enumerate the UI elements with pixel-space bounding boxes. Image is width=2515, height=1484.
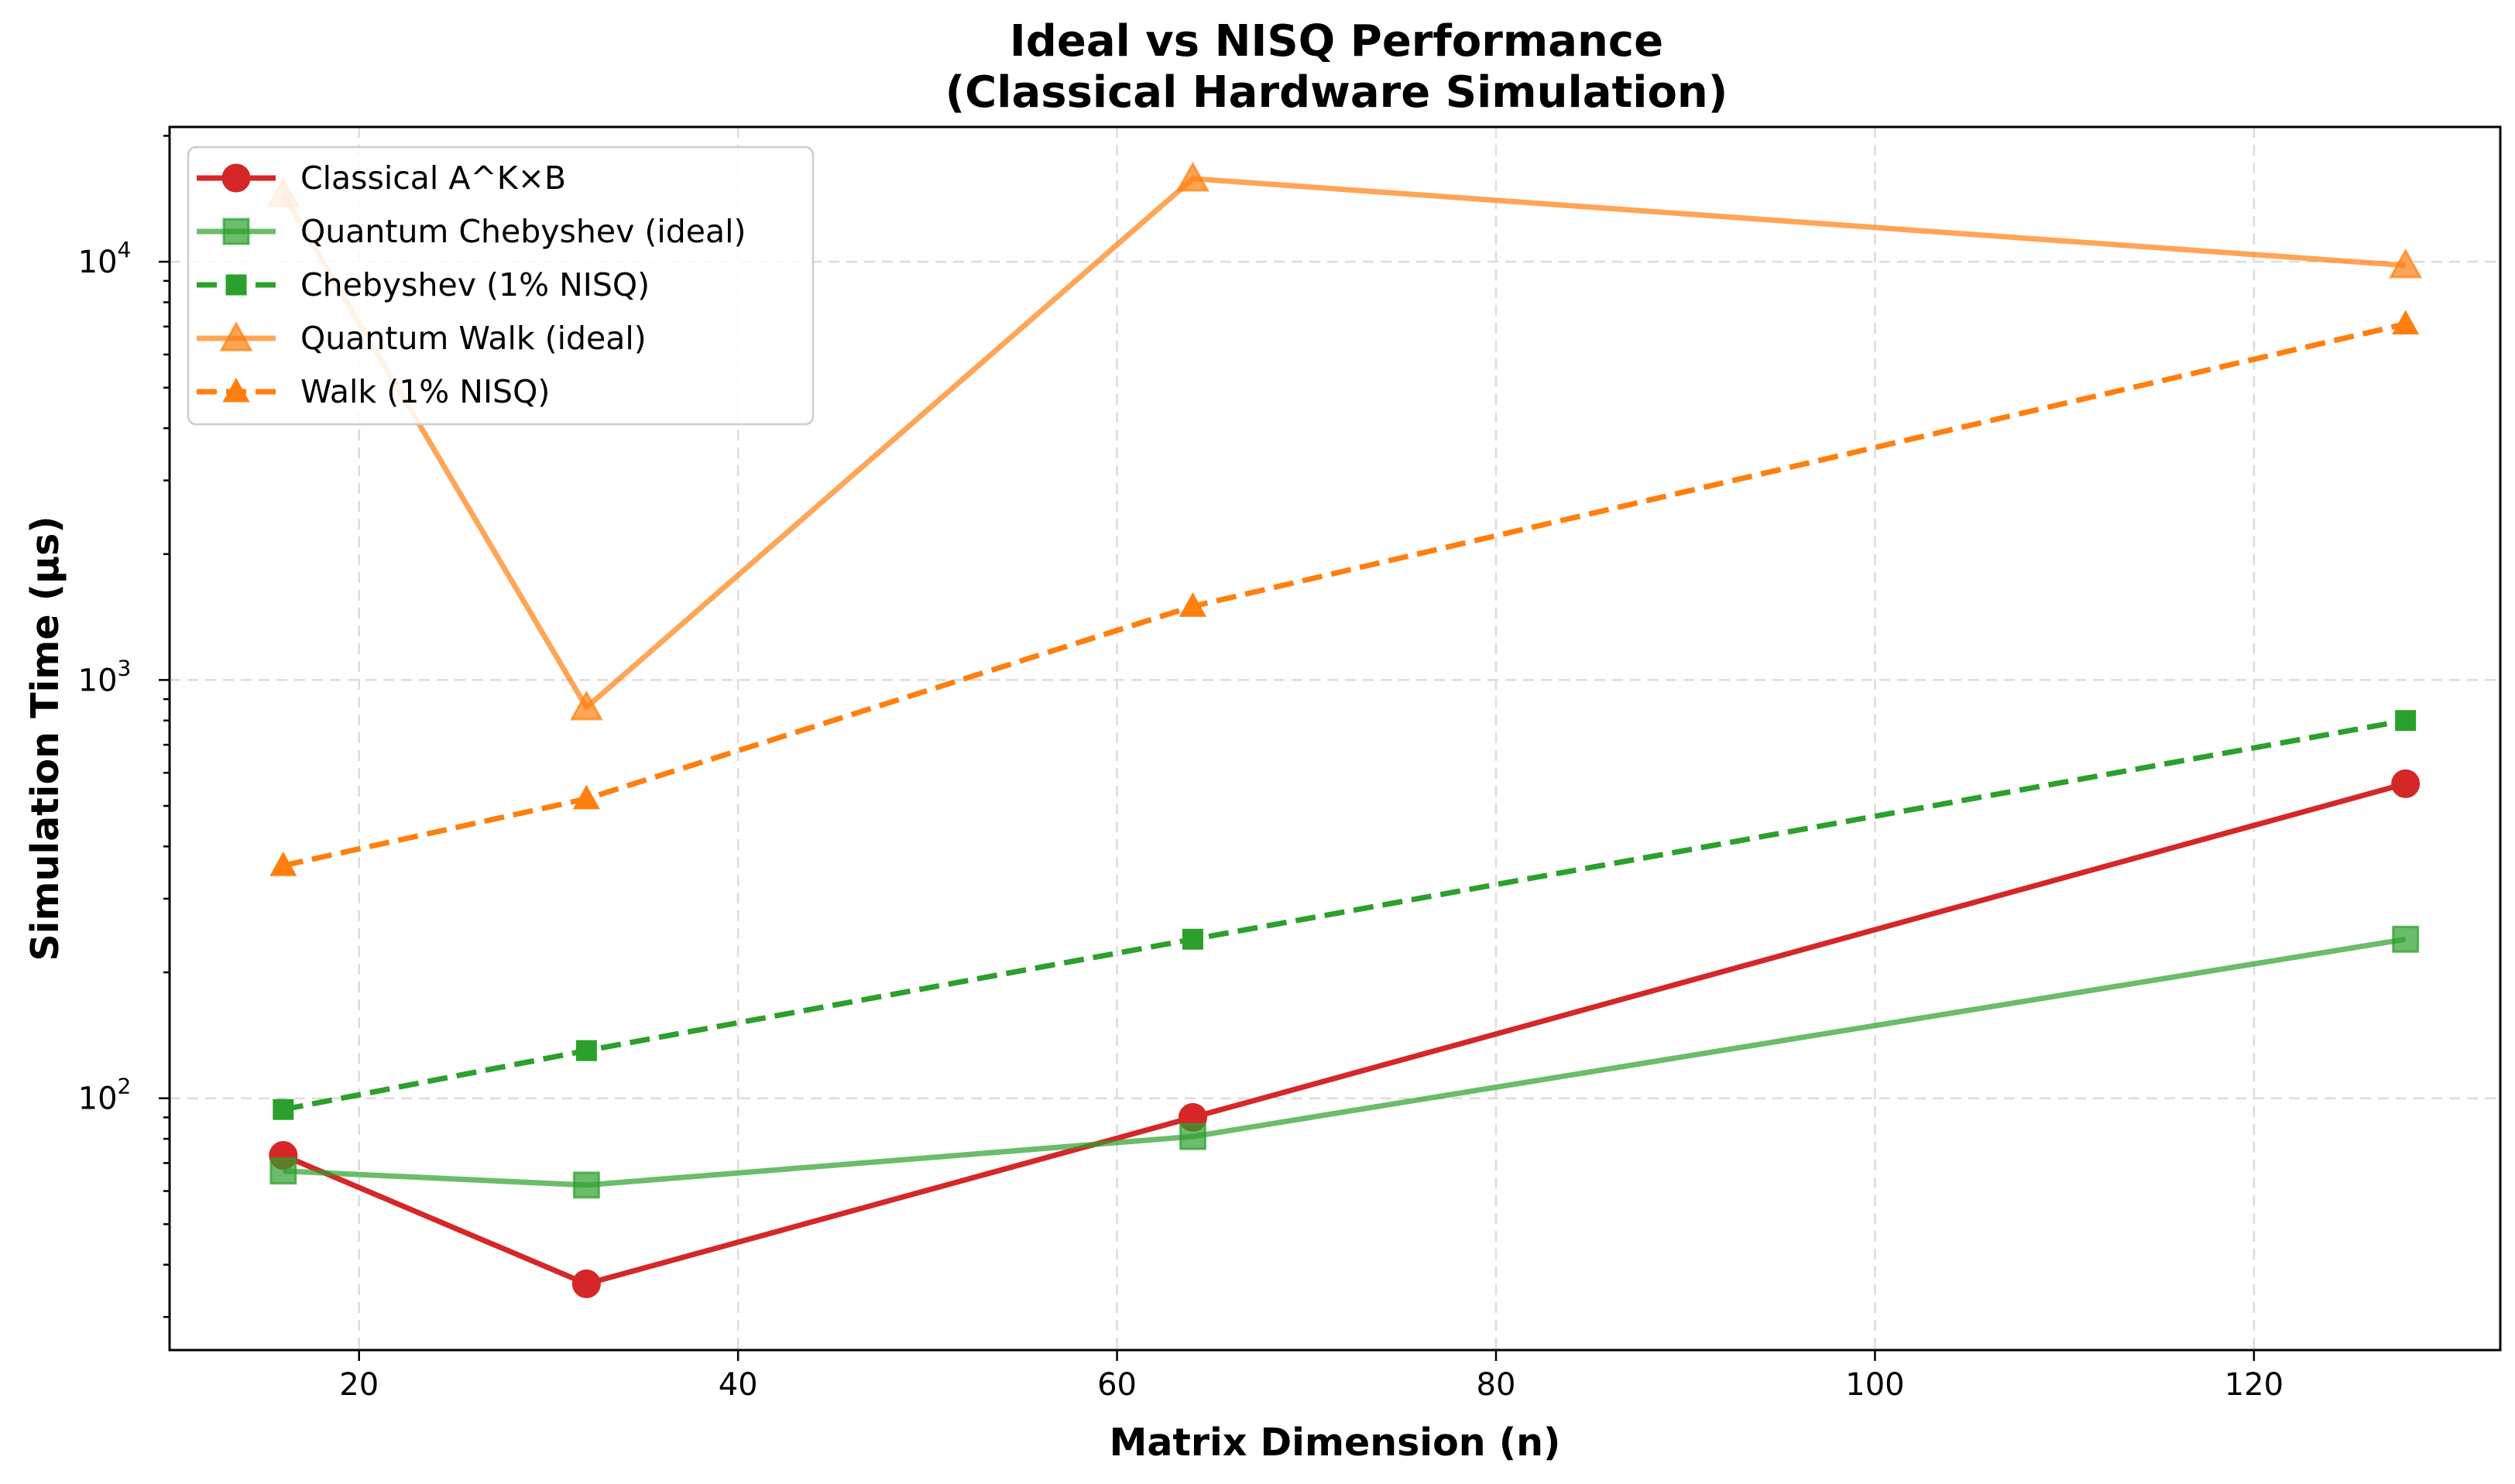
x-tick-label: 40 (719, 1367, 758, 1403)
series-line (283, 321, 2407, 869)
legend-label: Quantum Walk (ideal) (300, 320, 647, 357)
legend: Classical A^K×B Quantum Chebyshev (ideal)… (187, 146, 815, 426)
marker-square (2392, 925, 2420, 953)
series-line (283, 936, 2407, 1188)
marker-square (222, 218, 250, 245)
series-line (280, 176, 2406, 711)
x-axis-ticks: 20 40 60 80 100 120 (339, 1350, 2283, 1403)
legend-label: Quantum Chebyshev (ideal) (300, 213, 746, 250)
marker-square (1179, 1122, 1206, 1150)
marker-triangle (2389, 248, 2423, 279)
marker-triangle (269, 852, 297, 876)
marker-triangle (569, 690, 603, 721)
y-tick-label: 102 (78, 1074, 132, 1117)
marker-square (572, 1171, 600, 1199)
marker-triangle (222, 377, 250, 403)
marker-circle (221, 163, 251, 193)
marker-square (225, 274, 247, 296)
x-axis-label: Matrix Dimension (n) (1110, 1421, 1561, 1465)
legend-item: Quantum Walk (ideal) (197, 320, 647, 357)
marker-square (269, 1157, 297, 1185)
x-tick-label: 20 (339, 1367, 379, 1403)
legend-item: Classical A^K×B (197, 159, 566, 197)
x-tick-label: 80 (1477, 1367, 1516, 1403)
y-axis-label: Simulation Time (µs) (23, 516, 67, 961)
legend-label: Classical A^K×B (300, 159, 566, 197)
legend-item: Quantum Chebyshev (ideal) (197, 213, 746, 250)
plot-frame (168, 125, 2502, 1352)
marker-square (575, 1040, 597, 1061)
marker-circle (2391, 769, 2421, 798)
y-tick-base: 10 (78, 1081, 118, 1117)
y-tick-base: 10 (78, 663, 118, 698)
x-tick-label: 120 (2225, 1367, 2283, 1403)
y-tick-base: 10 (78, 245, 118, 280)
series-line (283, 718, 2407, 1112)
series-line (282, 780, 2407, 1287)
legend-item: Walk (1% NISQ) (197, 373, 550, 410)
series-1 (269, 925, 2420, 1199)
marker-triangle (2392, 310, 2420, 334)
grid (170, 127, 2500, 1350)
chart-title: Ideal vs NISQ Performance (1010, 16, 1663, 67)
x-tick-label: 60 (1097, 1367, 1137, 1403)
y-tick-exponent: 2 (118, 1074, 132, 1099)
y-tick-exponent: 3 (118, 655, 132, 680)
marker-circle (571, 1269, 601, 1298)
marker-triangle (219, 320, 253, 351)
series-2 (273, 710, 2417, 1120)
legend-label: Walk (1% NISQ) (300, 373, 550, 410)
y-tick-label: 103 (78, 655, 132, 698)
x-tick-label: 100 (1845, 1367, 1904, 1403)
series-4 (269, 310, 2420, 876)
chart-subtitle: (Classical Hardware Simulation) (945, 67, 1728, 118)
plot-series (266, 161, 2423, 1298)
legend-box (187, 146, 815, 426)
y-tick-label: 104 (78, 237, 132, 280)
legend-label: Chebyshev (1% NISQ) (300, 266, 650, 303)
marker-square (273, 1098, 294, 1120)
marker-triangle (572, 784, 600, 810)
y-tick-exponent: 4 (118, 237, 132, 262)
marker-triangle (1175, 161, 1210, 192)
legend-item: Chebyshev (1% NISQ) (197, 266, 650, 303)
marker-triangle (1179, 592, 1207, 617)
marker-square (2395, 710, 2417, 732)
marker-square (1182, 928, 1203, 950)
